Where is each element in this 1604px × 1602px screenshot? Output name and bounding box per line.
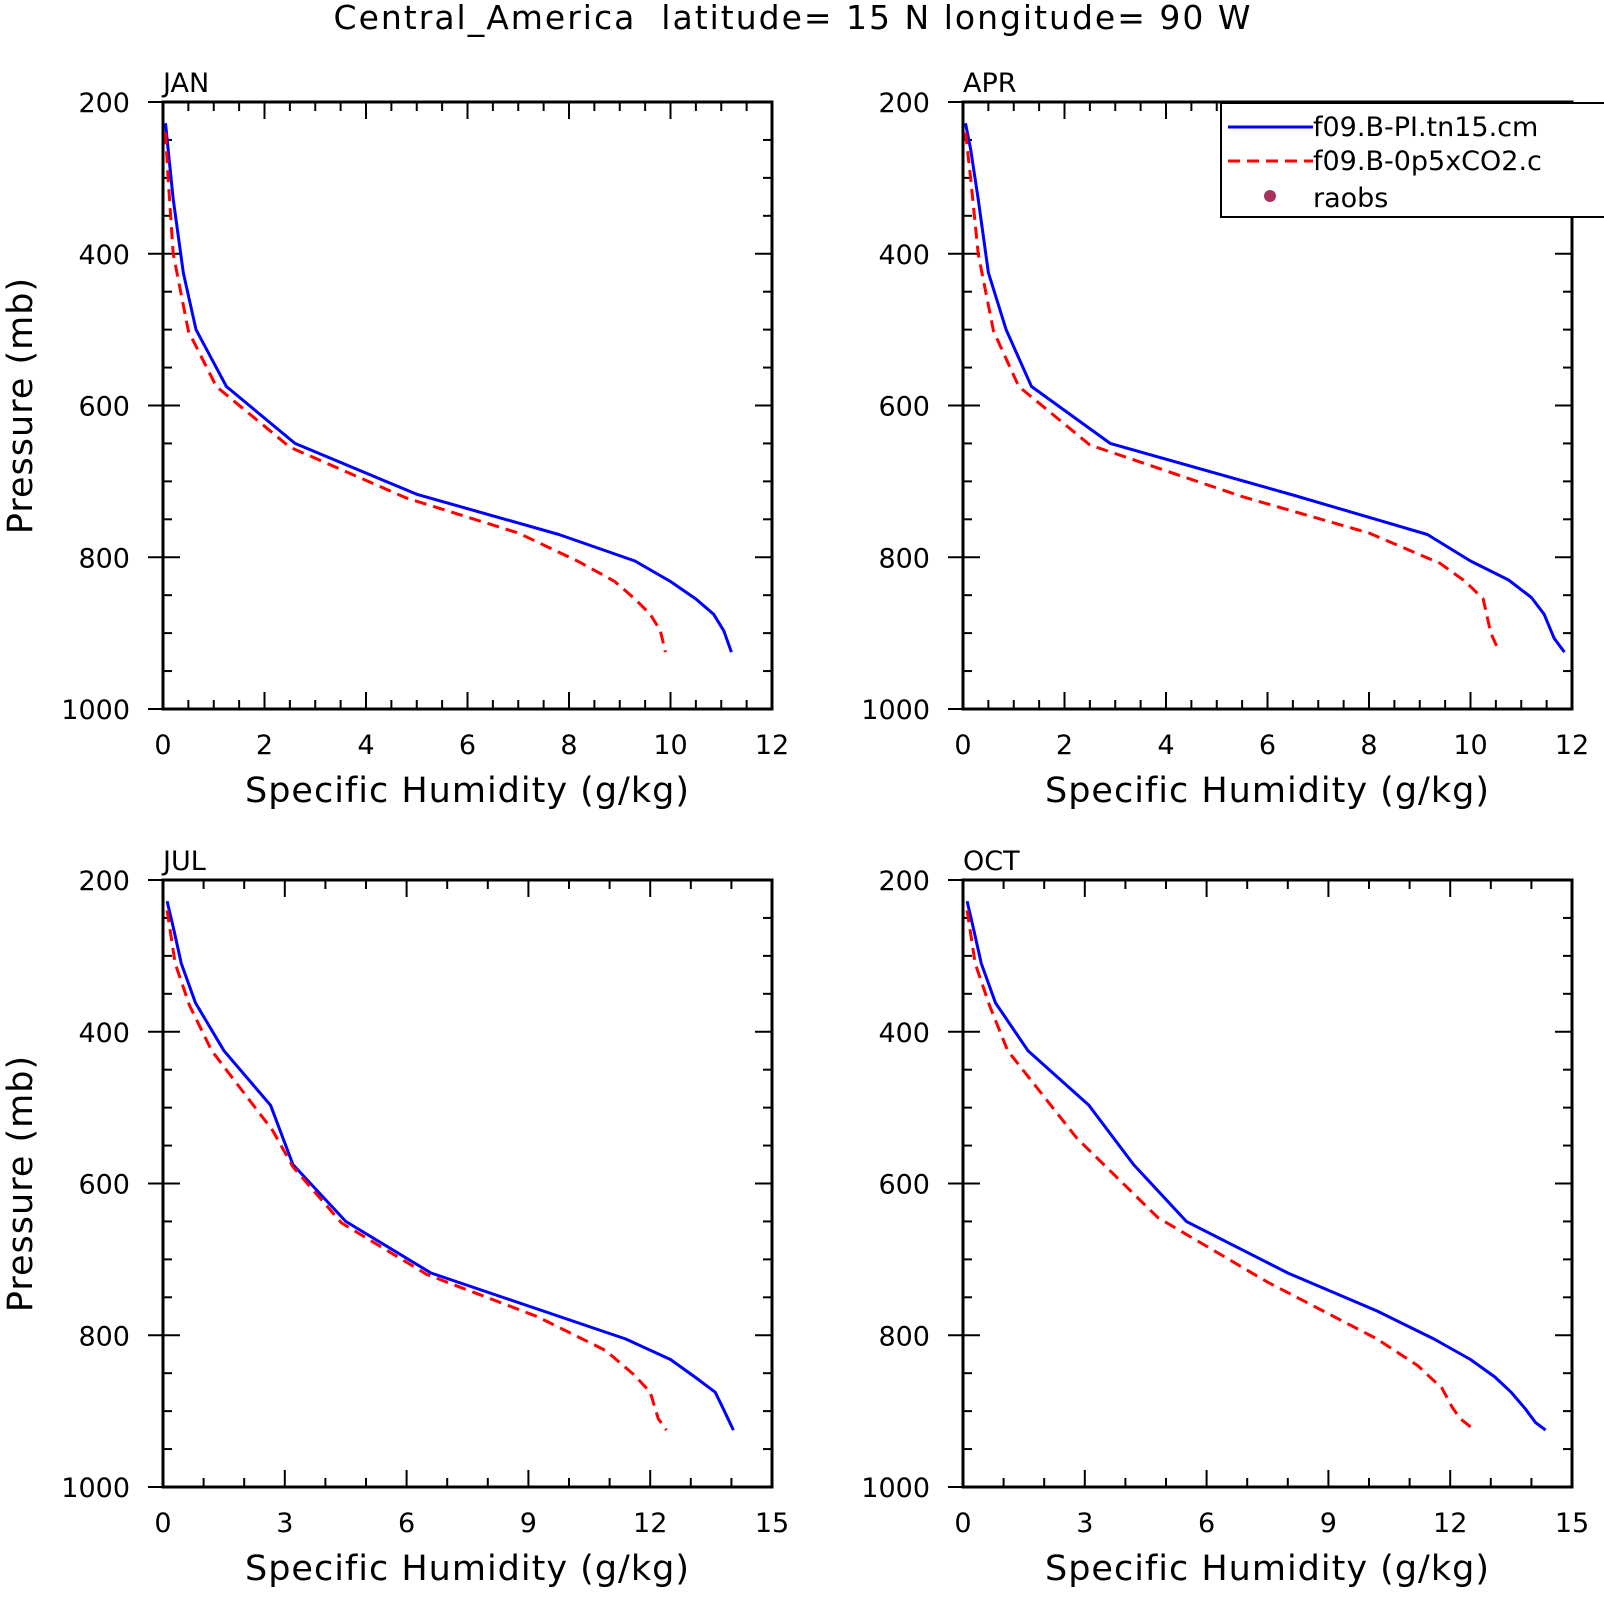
- x-tick-label: 4: [357, 730, 374, 761]
- x-tick-label: 6: [398, 1508, 415, 1539]
- y-tick-label: 1000: [861, 695, 930, 726]
- series-line-half-co2: [165, 910, 668, 1431]
- y-tick-label: 800: [878, 543, 930, 574]
- panel-title: JAN: [161, 68, 209, 99]
- x-tick-label: 0: [154, 1508, 171, 1539]
- legend-label-0p5xco2: f09.B-0p5xCO2.c: [1313, 146, 1542, 177]
- panel-title: OCT: [963, 846, 1020, 877]
- x-axis-label: Specific Humidity (g/kg): [245, 771, 690, 811]
- y-tick-label: 1000: [61, 1473, 130, 1504]
- y-tick-label: 800: [878, 1321, 930, 1352]
- panel-title: APR: [963, 68, 1017, 99]
- y-tick-label: 400: [78, 240, 130, 271]
- y-tick-label: 200: [878, 866, 930, 897]
- series-line-half-co2: [964, 132, 1500, 651]
- x-axis-label: Specific Humidity (g/kg): [1045, 1549, 1490, 1589]
- plot-frame: [161, 878, 774, 1489]
- x-tick-label: 0: [954, 730, 971, 761]
- x-tick-label: 15: [755, 1508, 789, 1539]
- x-tick-label: 10: [1453, 730, 1487, 761]
- x-tick-label: 9: [1320, 1508, 1337, 1539]
- x-tick-label: 12: [1555, 730, 1589, 761]
- y-tick-label: 600: [878, 1170, 930, 1201]
- figure-title: Central_America latitude= 15 N longitude…: [334, 0, 1253, 37]
- series-line-half-co2: [164, 132, 667, 653]
- x-tick-label: 2: [1056, 730, 1073, 761]
- x-tick-label: 12: [1433, 1508, 1467, 1539]
- panel-title: JUL: [161, 846, 206, 877]
- series-line-pi: [164, 123, 733, 653]
- x-tick-label: 9: [520, 1508, 537, 1539]
- y-tick-label: 600: [78, 1170, 130, 1201]
- panel-jan: 0 2 4 6 8 10 12 200 400 600 800 1000 JAN Specific Hum…: [1, 68, 789, 811]
- x-tick-label: 0: [154, 730, 171, 761]
- y-tick-label: 400: [878, 1018, 930, 1049]
- y-tick-label: 800: [78, 543, 130, 574]
- y-tick-label: 400: [878, 240, 930, 271]
- series-line-pi: [965, 900, 1547, 1432]
- series-line-pi: [964, 122, 1566, 653]
- x-tick-label: 8: [1360, 730, 1377, 761]
- legend-label-pi: f09.B-PI.tn15.cm: [1313, 112, 1538, 143]
- x-tick-label: 4: [1157, 730, 1174, 761]
- x-tick-label: 8: [560, 730, 577, 761]
- y-tick-label: 200: [78, 88, 130, 119]
- x-tick-label: 12: [755, 730, 789, 761]
- panel-oct: 0 3 6 9 12 15 200 400 600 800 1000 OCT Specific Humi…: [861, 846, 1589, 1589]
- x-axis-label: Specific Humidity (g/kg): [1045, 771, 1490, 811]
- y-tick-label: 400: [78, 1018, 130, 1049]
- legend-marker-raobs: [1264, 190, 1276, 202]
- x-tick-label: 6: [459, 730, 476, 761]
- x-tick-label: 12: [633, 1508, 667, 1539]
- y-tick-label: 1000: [861, 1473, 930, 1504]
- x-tick-label: 0: [954, 1508, 971, 1539]
- y-axis-label: Pressure (mb): [1, 1055, 41, 1312]
- legend: f09.B-PI.tn15.cm f09.B-0p5xCO2.c raobs: [1220, 102, 1604, 218]
- plot-frame: [961, 878, 1574, 1489]
- y-tick-label: 600: [78, 392, 130, 423]
- x-tick-label: 2: [256, 730, 273, 761]
- x-tick-label: 6: [1198, 1508, 1215, 1539]
- legend-label-raobs: raobs: [1313, 183, 1388, 214]
- y-tick-label: 800: [78, 1321, 130, 1352]
- series-line-half-co2: [965, 910, 1476, 1432]
- series-line-pi: [165, 900, 735, 1431]
- y-tick-label: 200: [878, 88, 930, 119]
- x-tick-label: 15: [1555, 1508, 1589, 1539]
- x-axis-label: Specific Humidity (g/kg): [245, 1549, 690, 1589]
- x-tick-label: 3: [276, 1508, 293, 1539]
- plot-frame: [161, 100, 774, 711]
- y-tick-label: 200: [78, 866, 130, 897]
- x-tick-label: 6: [1259, 730, 1276, 761]
- y-axis-label: Pressure (mb): [1, 277, 41, 534]
- panel-jul: 0 3 6 9 12 15 200 400 600 800 1000 JUL Specific Humi…: [1, 846, 789, 1589]
- x-tick-label: 10: [653, 730, 687, 761]
- y-tick-label: 600: [878, 392, 930, 423]
- x-tick-label: 3: [1076, 1508, 1093, 1539]
- y-tick-label: 1000: [61, 695, 130, 726]
- legend-box: [1220, 102, 1604, 218]
